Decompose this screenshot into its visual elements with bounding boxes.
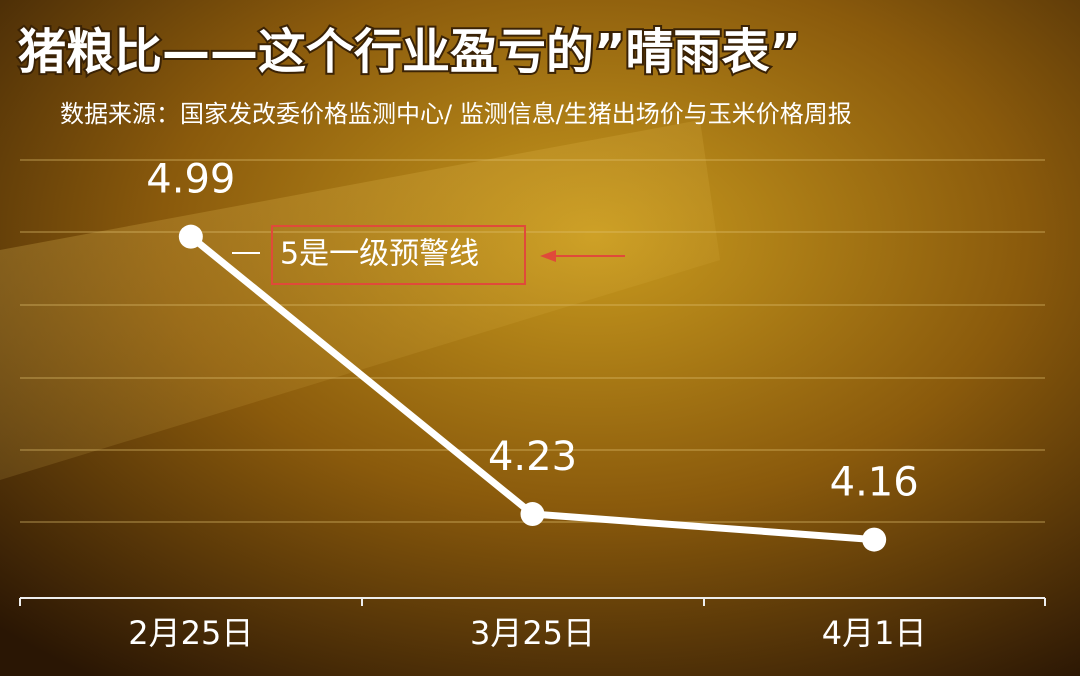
annotation-box [271,225,526,285]
value-label: 4.23 [488,434,577,480]
x-tick-label: 4月1日 [822,614,927,652]
x-axis [19,597,1046,606]
point [862,527,887,552]
value-label: 4.99 [146,157,235,203]
light-streak [0,120,720,480]
x-tick-label: 2月25日 [128,614,253,652]
chart-title: 猪粮比——这个行业盈亏的”晴雨表” [18,24,801,80]
x-tick-label: 3月25日 [470,614,595,652]
value-label: 4.16 [830,460,919,506]
arrow [540,250,625,262]
point [178,224,203,249]
point [520,502,545,527]
annotation: 5是一级预警线 [280,237,479,272]
chart-subtitle: 数据来源：国家发改委价格监测中心/ 监测信息/生猪出场价与玉米价格周报 [60,100,852,128]
